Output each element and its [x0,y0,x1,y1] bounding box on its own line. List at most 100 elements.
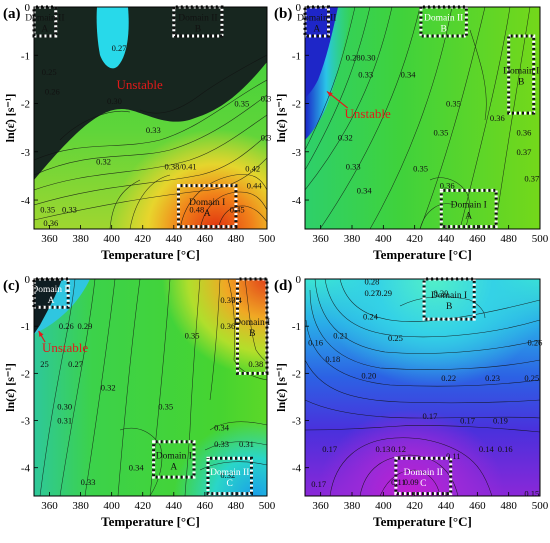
panel-b-xtick-label: 380 [344,233,361,245]
panel-c-domain-sublabel: A [170,462,177,472]
panel-b-unstable-arrowhead [326,91,333,97]
panel-d-domain-sublabel: B [446,302,452,312]
panel-d-xtick-label: 500 [532,500,549,512]
panel-b-domain-box-outline [507,34,536,115]
panel-c-xtick-label: 500 [259,500,276,512]
panel-a-frame [33,6,268,230]
panel-b-contour-label: 0.35 [413,164,428,174]
panel-c-xlabel: Temperature [°C] [101,514,200,529]
panel-a-domain-sublabel: A [204,209,211,219]
panel-d-xtick-label: 460 [469,500,486,512]
panel-b-ytick-label: -4 [292,195,302,207]
panel-a-ytick-label: -4 [21,195,31,207]
panel-c-domain-sublabel: A [48,296,55,306]
panel-d-contour-label: 0.25 [524,373,539,383]
panel-c-domain-sublabel: C [227,479,233,489]
panel-d-contour-label: 0.16 [308,338,323,348]
panel-d-domain-sublabel: C [420,479,426,489]
panel-c-xtick-label: 440 [166,500,183,512]
panel-a-ytick-label: -1 [21,50,30,62]
panel-a-domain-label: Domain II [178,13,217,23]
panel-d-xtick-label: 400 [375,500,392,512]
panel-d-ytick-label: -4 [292,463,302,475]
panel-b-xtick-label: 440 [438,233,455,245]
panel-b-domain-sublabel: B [518,78,524,88]
panel-c-contour-label: 0.30 [57,401,72,411]
panel-b-ytick-label: -3 [292,147,302,159]
panel-d-domain-label: Domain II [404,468,443,478]
panel-a-contour-label: 0.27 [112,43,127,53]
panel-d-contour-label: 0.20 [361,371,376,381]
panel-d-contour-label: 0.18 [325,354,340,364]
panel-c-domain-box-outline [152,440,196,479]
panel-c-domain-label: Domain II [31,285,70,295]
panel-b-ytick-label: -1 [292,50,301,62]
panel-a-domain-sublabel: A [41,24,48,34]
panel-c-contour-label: 0.32 [220,470,235,480]
panel-d-domain-box-outline [394,456,453,496]
panel-d-plot [305,279,540,496]
panel-b-ytick-label: 0 [296,2,302,14]
panel-b-domain-sublabel: B [440,24,446,34]
panel-c-domain-box [152,440,196,479]
panel-c-contour-label: 0.27 [68,359,83,369]
panel-c-ylabel: ln(ε̇) [s⁻¹] [3,363,17,412]
panel-d-ylabel: ln(ε̇) [s⁻¹] [274,363,288,412]
panel-b-contour-label: 0.36 [517,127,532,137]
panel-b-contour-label: 0.32 [338,132,353,142]
panel-b-xtick-label: 360 [312,233,329,245]
panel-b-ylabel: ln(ε̇) [s⁻¹] [274,94,288,143]
panel-b-xlabel: Temperature [°C] [373,247,472,262]
panel-c-domain-box [206,456,253,496]
panel-b-unstable-label: Unstable [345,106,391,121]
panel-b-contour-label: 0.35 [433,127,448,137]
panel-c-domain-label: Domain II [210,468,249,478]
panel-c-xtick-label: 360 [41,500,58,512]
panel-c-contour-label: 0.36 [220,321,235,331]
panel-a-contour-label: 0.33 [62,205,77,215]
panel-d-contour-label: 0.17 [322,444,337,454]
panel-c-xtick-label: 480 [228,500,245,512]
panel-c-ytick-label: -2 [21,368,30,380]
panel-b-contour-label: 0.37 [517,147,532,157]
panel-d-contour-label: 0.11 [446,451,461,461]
panel-a-ytick-label: -2 [21,99,30,111]
panel-c-ytick-label: -3 [21,416,31,428]
panel-c-contour-label: 0.33 [81,477,96,487]
panel-d-contour-label: 0.16 [498,444,513,454]
panel-d-ytick-label: 0 [296,274,302,286]
panel-a-unstable-label: Unstable [117,77,163,92]
panel-a-contour-label: 0.44 [247,181,263,191]
panel-c-contour-label: 0.31 [57,416,72,426]
panel-a-xlabel: Temperature [°C] [101,247,200,262]
panel-b-xtick-label: 480 [500,233,517,245]
panel-b-domain-box-outline [439,188,498,229]
panel-d-contour-label: 0.26 [527,338,542,348]
panel-b-contour-label: 0.33 [346,161,361,171]
panel-a-domain-label: Domain II [25,13,64,23]
panel-a-xtick-label: 420 [134,233,151,245]
panel-a-contour-label: 0.25 [42,67,57,77]
panel-b-plot [305,7,540,229]
panel-a-domain-box-outline [172,5,224,38]
panel-c-ytick-label: -1 [21,321,30,333]
panel-b-xtick-label: 460 [469,233,486,245]
panel-d-contour-label: 0.19 [493,416,508,426]
panel-d-contour-label: 0.23 [485,373,500,383]
panel-d-ytick-label: -3 [292,416,302,428]
panel-a-xtick-label: 380 [72,233,89,245]
panel-b-domain-sublabel: A [465,211,472,221]
panel-d-contour-label: 0.22 [441,373,456,383]
panel-a-contour-label: 0.30 [107,96,122,106]
panel-b-letter: (b) [274,6,292,22]
panel-c-domain-label: Domain I [234,318,270,328]
panel-b-xtick-label: 400 [375,233,392,245]
panel-a-ytick-label: -3 [21,147,31,159]
panel-c-contour-label: 0.34 [214,423,230,433]
panel-b-domain-box-outline [303,5,330,38]
panel-a-xtick-label: 360 [41,233,58,245]
panel-d-xtick-label: 480 [500,500,517,512]
panel-b-xtick-label: 500 [532,233,549,245]
panel-c-contour-label: 25 [40,359,49,369]
panel-b-xtick-label: 420 [406,233,423,245]
